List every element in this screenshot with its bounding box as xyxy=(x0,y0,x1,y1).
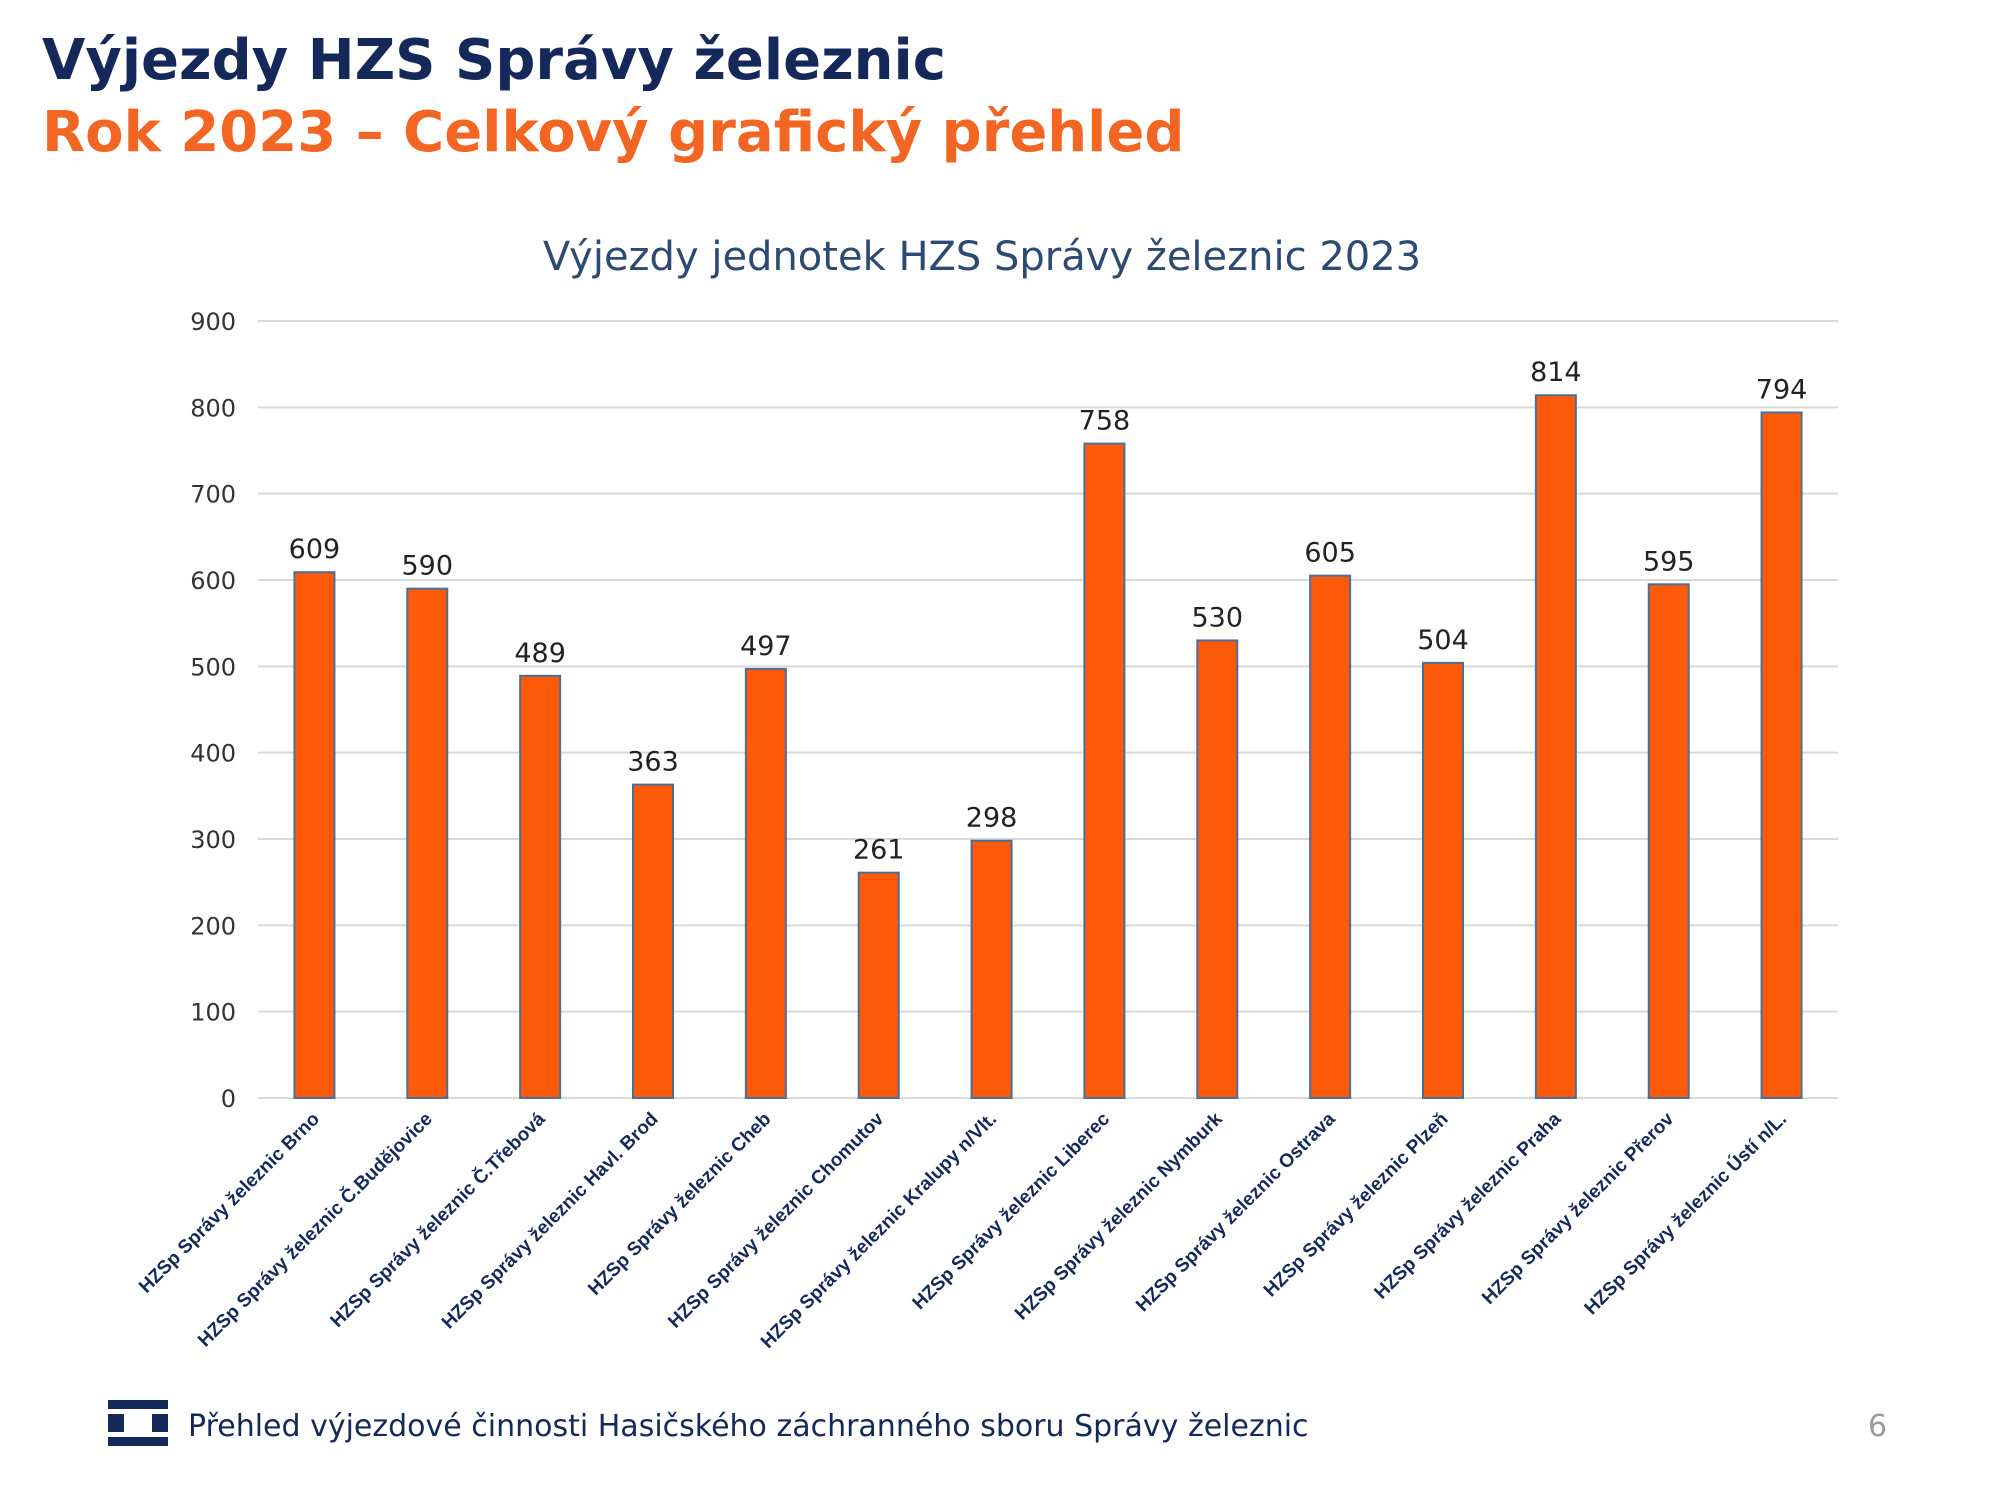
bar xyxy=(632,783,674,1099)
bar xyxy=(406,587,449,1100)
footer-text: Přehled výjezdové činnosti Hasičského zá… xyxy=(188,1409,1309,1444)
x-tick-label: HZSp Správy železnic Praha xyxy=(1371,1108,1566,1303)
y-tick-label: 300 xyxy=(190,826,236,854)
bar xyxy=(1647,583,1690,1099)
data-label: 595 xyxy=(1643,546,1695,577)
x-tick-label: HZSp Správy železnic Havl. Brod xyxy=(438,1109,663,1334)
data-label: 298 xyxy=(966,803,1018,834)
bar xyxy=(1309,574,1352,1099)
x-tick-label: HZSp Správy železnic Č.Třebová xyxy=(326,1108,550,1332)
data-label: 261 xyxy=(853,835,905,866)
slide-subtitle: Rok 2023 – Celkový grafický přehled xyxy=(42,100,1185,165)
bar-chart: Výjezdy jednotek HZS Správy železnic 202… xyxy=(135,234,1838,1353)
data-label: 590 xyxy=(402,551,454,582)
x-tick-label: HZSp Správy železnic Ostrava xyxy=(1132,1108,1340,1316)
x-tick-label: HZSp Správy železnic Chomutov xyxy=(664,1108,888,1332)
bars xyxy=(293,394,1803,1100)
x-tick-label: HZSp Správy železnic Kralupy n/Vlt. xyxy=(757,1109,1001,1353)
data-label: 814 xyxy=(1530,357,1582,388)
bar xyxy=(1196,639,1239,1100)
data-label: 497 xyxy=(740,631,792,662)
y-axis-ticks: 0 100 200 300 400 500 600 700 800 900 xyxy=(190,308,236,1113)
data-label: 363 xyxy=(627,747,679,778)
bar xyxy=(1083,442,1126,1099)
x-tick-label: HZSp Správy železnic Přerov xyxy=(1478,1108,1678,1308)
y-tick-label: 0 xyxy=(221,1085,236,1113)
y-tick-label: 100 xyxy=(190,999,236,1027)
data-label: 794 xyxy=(1756,375,1808,406)
bar xyxy=(1534,394,1577,1100)
y-tick-label: 600 xyxy=(190,567,236,595)
y-tick-label: 500 xyxy=(190,653,236,681)
x-tick-label: HZSp Správy železnic Brno xyxy=(135,1109,324,1298)
y-tick-label: 200 xyxy=(190,912,236,940)
x-tick-label: HZSp Správy železnic Liberec xyxy=(909,1108,1115,1314)
data-label: 504 xyxy=(1417,625,1469,656)
data-label: 758 xyxy=(1079,406,1131,437)
data-label: 530 xyxy=(1192,602,1244,633)
data-labels: 609 590 489 363 497 261 298 758 530 605 504 814 595 7… xyxy=(289,357,1808,865)
y-tick-label: 400 xyxy=(190,740,236,768)
x-tick-label: HZSp Správy železnic Ústí n/L. xyxy=(1580,1108,1791,1319)
x-tick-label: HZSp Správy železnic Cheb xyxy=(584,1109,775,1300)
chart-title: Výjezdy jednotek HZS Správy železnic 202… xyxy=(543,234,1421,280)
slide-title: Výjezdy HZS Správy železnic xyxy=(42,28,946,93)
data-label: 489 xyxy=(514,638,566,669)
x-tick-label: HZSp Správy železnic Nymburk xyxy=(1011,1108,1227,1324)
y-tick-label: 800 xyxy=(190,394,236,422)
bar xyxy=(1422,661,1464,1099)
bar xyxy=(857,871,900,1099)
page-number: 6 xyxy=(1868,1409,1888,1444)
y-tick-label: 700 xyxy=(190,481,236,509)
bar xyxy=(1760,411,1803,1100)
sz-logo-icon xyxy=(108,1400,168,1446)
y-tick-label: 900 xyxy=(190,308,236,336)
bar xyxy=(744,667,787,1099)
data-label: 605 xyxy=(1304,538,1356,569)
bar xyxy=(970,839,1013,1100)
x-tick-label: HZSp Správy železnic Plzeň xyxy=(1260,1109,1453,1302)
bar xyxy=(519,674,562,1100)
bar xyxy=(293,571,336,1099)
data-label: 609 xyxy=(289,534,341,565)
gridlines xyxy=(258,320,1838,1099)
x-tick-label: HZSp Správy železnic Č.Budějovice xyxy=(194,1108,437,1351)
